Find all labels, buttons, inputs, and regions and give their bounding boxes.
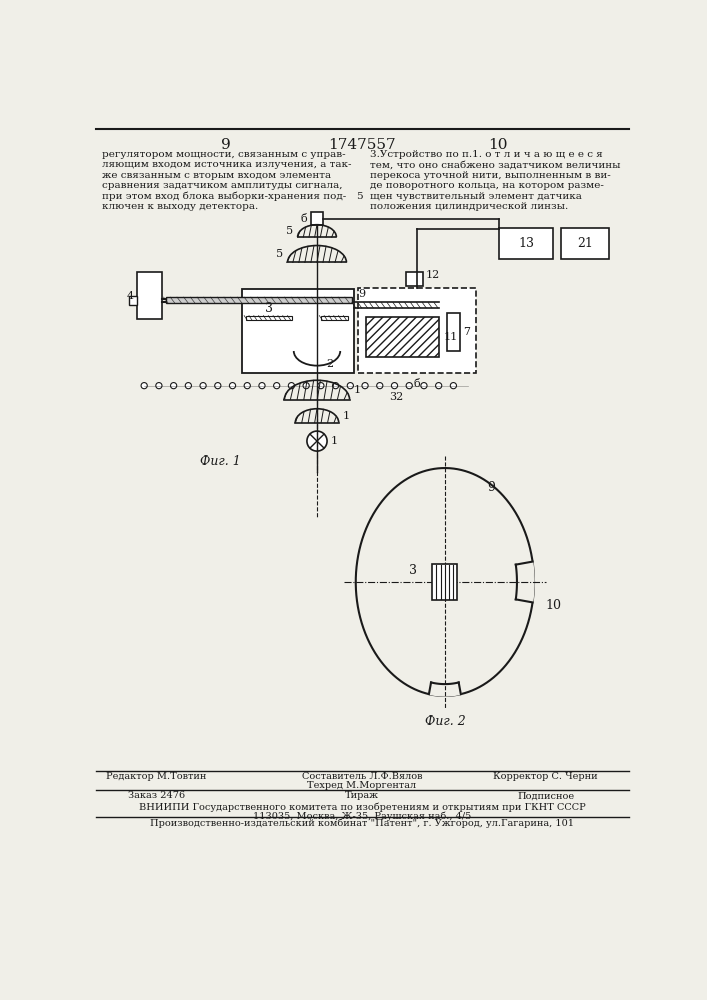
Bar [321, 316, 348, 320]
Text: Фиг. 2: Фиг. 2 [424, 715, 465, 728]
Bar [448, 312, 460, 351]
Bar [166, 297, 352, 303]
Bar [433, 564, 457, 600]
Text: 9: 9 [221, 138, 231, 152]
Text: де поворотного кольца, на котором разме-: де поворотного кольца, на котором разме- [370, 181, 604, 190]
Circle shape [362, 383, 368, 389]
Text: б: б [301, 214, 308, 224]
Circle shape [421, 383, 427, 389]
Text: 12: 12 [426, 270, 440, 280]
Text: 7: 7 [464, 327, 470, 337]
Circle shape [244, 383, 250, 389]
Text: Заказ 2476: Заказ 2476 [128, 791, 185, 800]
Circle shape [156, 383, 162, 389]
Text: 3: 3 [265, 302, 273, 315]
Text: 10: 10 [488, 138, 508, 152]
Text: Производственно-издательский комбинат "Патент", г. Ужгород, ул.Гагарина, 101: Производственно-издательский комбинат "П… [150, 818, 574, 828]
Bar [129, 296, 137, 305]
Text: 10: 10 [546, 599, 561, 612]
Circle shape [392, 383, 397, 389]
Circle shape [317, 383, 324, 389]
Text: ключен к выходу детектора.: ключен к выходу детектора. [103, 202, 259, 211]
Text: Редактор М.Товтин: Редактор М.Товтин [106, 772, 206, 781]
Bar [242, 289, 354, 373]
Text: 4: 4 [127, 291, 134, 301]
Bar [311, 212, 323, 225]
Text: 5: 5 [356, 192, 363, 201]
Text: регулятором мощности, связанным с управ-: регулятором мощности, связанным с управ- [103, 150, 346, 159]
Text: 32: 32 [389, 392, 403, 402]
Text: 1747557: 1747557 [328, 138, 396, 152]
Text: 3.Устройство по п.1. о т л и ч а ю щ е е с я: 3.Устройство по п.1. о т л и ч а ю щ е е… [370, 150, 602, 159]
Bar [358, 288, 476, 373]
Text: положения цилиндрической линзы.: положения цилиндрической линзы. [370, 202, 568, 211]
Bar [499, 228, 554, 259]
Circle shape [406, 383, 412, 389]
Text: Техред М.Моргентал: Техред М.Моргентал [308, 781, 416, 790]
Circle shape [170, 383, 177, 389]
Text: 13: 13 [518, 237, 534, 250]
Circle shape [230, 383, 235, 389]
Text: же связанным с вторым входом элемента: же связанным с вторым входом элемента [103, 171, 332, 180]
Text: Составитель Л.Ф.Вялов: Составитель Л.Ф.Вялов [302, 772, 422, 781]
Text: 2: 2 [327, 359, 334, 369]
Bar [137, 272, 162, 319]
Text: 5: 5 [276, 249, 283, 259]
Text: Подписное: Подписное [517, 791, 574, 800]
Text: 9: 9 [488, 481, 496, 494]
Text: 1: 1 [331, 436, 338, 446]
Text: ВНИИПИ Государственного комитета по изобретениям и открытиям при ГКНТ СССР: ВНИИПИ Государственного комитета по изоб… [139, 803, 585, 812]
Circle shape [215, 383, 221, 389]
Bar [561, 228, 609, 259]
Circle shape [332, 383, 339, 389]
Circle shape [303, 383, 309, 389]
Text: перекоса уточной нити, выполненным в ви-: перекоса уточной нити, выполненным в ви- [370, 171, 610, 180]
Bar [406, 272, 423, 286]
Circle shape [347, 383, 354, 389]
Text: 1: 1 [354, 385, 361, 395]
Circle shape [200, 383, 206, 389]
Text: ляющим входом источника излучения, а так-: ляющим входом источника излучения, а так… [103, 160, 352, 169]
Text: сравнения задатчиком амплитуды сигнала,: сравнения задатчиком амплитуды сигнала, [103, 181, 343, 190]
Circle shape [185, 383, 192, 389]
Circle shape [259, 383, 265, 389]
Text: 5: 5 [286, 226, 293, 236]
Circle shape [436, 383, 442, 389]
Text: Корректор С. Черни: Корректор С. Черни [493, 772, 598, 781]
Circle shape [377, 383, 383, 389]
Bar [366, 317, 440, 357]
Circle shape [307, 431, 327, 451]
Text: б: б [414, 379, 421, 389]
Text: 3: 3 [409, 564, 417, 577]
Bar [246, 316, 292, 320]
Circle shape [274, 383, 280, 389]
Polygon shape [429, 682, 461, 696]
Text: щен чувствительный элемент датчика: щен чувствительный элемент датчика [370, 192, 582, 201]
Text: 21: 21 [577, 237, 593, 250]
Text: при этом вход блока выборки-хранения под-: при этом вход блока выборки-хранения под… [103, 192, 346, 201]
Text: Тираж: Тираж [345, 791, 379, 800]
Circle shape [288, 383, 295, 389]
Text: 11: 11 [443, 332, 457, 342]
Polygon shape [516, 562, 534, 602]
Text: тем, что оно снабжено задатчиком величины: тем, что оно снабжено задатчиком величин… [370, 160, 620, 169]
Text: 9: 9 [358, 289, 366, 299]
Circle shape [141, 383, 147, 389]
Text: 1: 1 [343, 411, 350, 421]
Text: 113035, Москва, Ж-35, Раушская наб., 4/5: 113035, Москва, Ж-35, Раушская наб., 4/5 [253, 811, 471, 821]
Circle shape [450, 383, 457, 389]
Text: Фиг. 1: Фиг. 1 [200, 455, 240, 468]
